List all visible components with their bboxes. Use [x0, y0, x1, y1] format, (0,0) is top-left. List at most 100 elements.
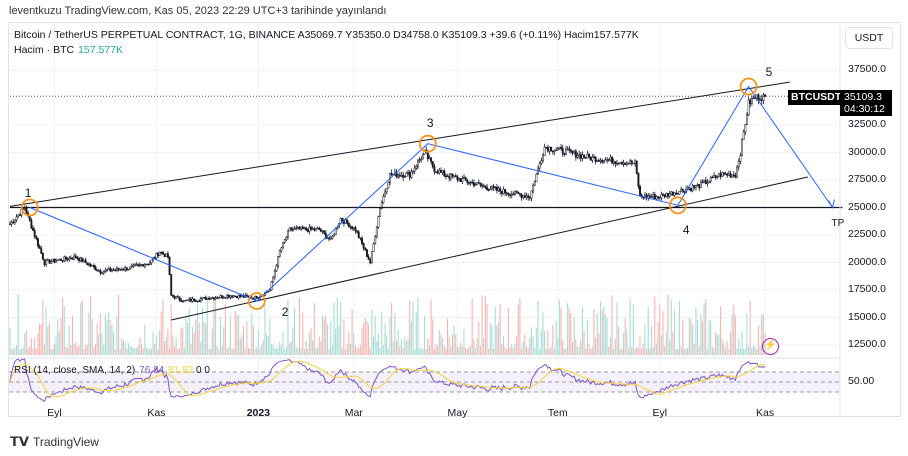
candle-body [563, 153, 566, 155]
candle-body [456, 176, 459, 181]
candle-body [236, 296, 238, 299]
volume-bar [39, 323, 41, 355]
candle-body [375, 227, 378, 238]
candle-body [275, 265, 278, 272]
volume-bar [275, 348, 277, 355]
candle-body [191, 298, 194, 302]
candle-body [612, 161, 615, 164]
volume-bar [60, 317, 62, 355]
volume-bar [578, 346, 580, 355]
candle-body [625, 162, 628, 165]
candle-body [706, 182, 709, 184]
volume-bar [333, 302, 335, 355]
candle-body [560, 146, 563, 149]
candle-body [505, 192, 508, 194]
candle-body [446, 175, 449, 177]
candle-body [482, 185, 485, 187]
price-tick-label: 22500.0 [848, 228, 886, 240]
candle-body [708, 180, 711, 183]
candle-body [213, 297, 215, 300]
volume-bar [555, 320, 557, 355]
candle-body [115, 267, 118, 271]
volume-bar [437, 345, 439, 355]
candle-body [668, 193, 671, 197]
volume-bar [599, 301, 602, 355]
candle-body [417, 160, 419, 167]
candle-body [379, 208, 382, 217]
tradingview-logo[interactable]: 𝗧𝗩 TradingView [10, 434, 99, 450]
volume-bar [576, 346, 579, 355]
candle-body [555, 149, 558, 152]
currency-button[interactable]: USDT [845, 27, 893, 49]
rsi-line [9, 358, 766, 402]
volume-bar [305, 340, 307, 355]
volume-bar [270, 343, 273, 355]
volume-bar [672, 332, 674, 355]
volume-bar [748, 346, 750, 355]
volume-bar [266, 333, 268, 355]
rsi-sma-line [9, 360, 766, 398]
candle-body [198, 300, 201, 302]
candle-body [449, 173, 452, 179]
volume-bar [165, 336, 167, 355]
candle-body [430, 157, 433, 162]
volume-bar [40, 324, 42, 355]
candle-body [703, 180, 706, 183]
volume-bar [132, 347, 134, 355]
volume-bar [75, 342, 77, 355]
volume-bar [675, 348, 677, 355]
candle-body [459, 178, 462, 183]
volume-bar [654, 296, 656, 355]
volume-bar [233, 348, 235, 355]
candle-body [451, 173, 454, 177]
volume-bar [338, 325, 340, 355]
volume-bar [298, 297, 301, 355]
volume-bar [724, 348, 727, 355]
volume-bar [160, 311, 162, 355]
volume-bar [208, 348, 210, 355]
candle-body [61, 260, 64, 262]
candle-body [199, 298, 202, 302]
volume-bar [729, 332, 732, 355]
volume-bar [251, 313, 253, 355]
volume-bar [516, 336, 518, 355]
candle-body [502, 189, 505, 194]
volume-bar [37, 333, 39, 355]
volume-bar [346, 343, 348, 355]
rsi-value: 76.84 [139, 365, 165, 376]
volume-bar [318, 336, 320, 355]
volume-bar [619, 348, 621, 355]
volume-bar [170, 304, 172, 355]
candle-body [295, 227, 298, 230]
candle-body [84, 259, 87, 264]
candle-body [573, 150, 576, 154]
volume-bar [667, 295, 669, 355]
candle-body [33, 230, 36, 237]
candle-body [229, 295, 232, 298]
volume-bar [683, 348, 685, 355]
candle-body [551, 150, 554, 153]
volume-bar [85, 344, 87, 355]
volume-bar [137, 345, 139, 355]
candle-body [282, 242, 285, 249]
volume-bar [669, 340, 671, 355]
volume-bar [190, 343, 192, 355]
volume-bar [560, 307, 562, 355]
volume-bar [497, 322, 500, 355]
candle-body [650, 196, 653, 198]
candle-body [329, 237, 332, 240]
volume-bar [358, 348, 360, 355]
candle-body [96, 269, 99, 272]
lightning-icon[interactable]: ⚡ [762, 338, 779, 355]
volume-bar [751, 348, 753, 355]
volume-bar [389, 317, 391, 355]
volume-bar [718, 334, 720, 355]
candle-body [597, 160, 600, 162]
candle-body [209, 298, 212, 300]
candle-body [711, 176, 714, 179]
candle-body [693, 185, 696, 188]
volume-bar [65, 346, 67, 355]
volume-bar [733, 304, 735, 355]
volume-bar [479, 345, 481, 355]
